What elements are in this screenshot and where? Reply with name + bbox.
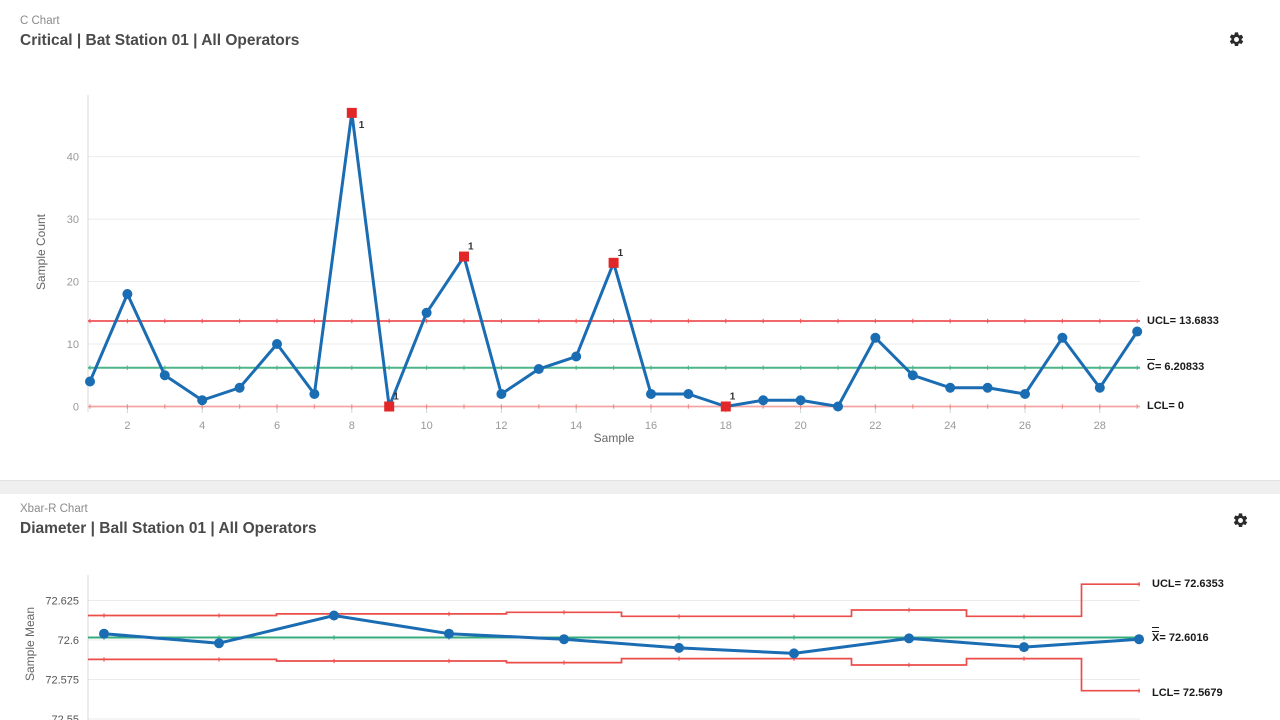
data-point[interactable] [559,634,569,645]
data-point[interactable] [1134,634,1144,645]
x-tick-label: 10 [420,420,432,432]
y-tick-label: 40 [67,152,79,164]
violation-point[interactable] [608,257,619,268]
xbar-chart-ucl-label: UCL= 72.6353 [1152,578,1224,590]
c-chart-title: Critical | Bat Station 01 | All Operator… [20,32,300,49]
data-point[interactable] [1057,332,1068,343]
c-chart-kind-label: C Chart [20,15,60,27]
x-tick-label: 20 [794,420,806,432]
series-line [102,614,1141,655]
data-point[interactable] [159,370,170,381]
x-tick-label: 28 [1094,420,1106,432]
data-point[interactable] [795,395,806,406]
c-chart-header: C Chart Critical | Bat Station 01 | All … [20,14,299,51]
data-point[interactable] [1132,326,1143,337]
data-point[interactable] [214,638,224,649]
y-tick-label: 10 [67,339,79,351]
y-tick-label: 0 [73,402,79,414]
violation-point[interactable] [384,401,395,412]
data-point[interactable] [833,401,843,412]
x-tick-label: 12 [495,420,507,432]
data-point[interactable] [789,648,799,659]
y-tick-label: 72.575 [45,675,79,687]
x-tick-label: 16 [645,420,657,432]
violation-point[interactable] [346,107,357,118]
data-point[interactable] [904,633,914,644]
data-point[interactable] [421,307,432,318]
data-point[interactable] [683,389,694,400]
data-point[interactable] [329,610,339,621]
c-chart-settings-button[interactable] [1224,27,1248,51]
xbar-chart-center-label: X= 72.6016 [1152,627,1209,644]
y-tick-label: 20 [67,277,79,289]
data-point[interactable] [1020,389,1030,400]
data-point[interactable] [309,389,320,400]
x-tick-label: 2 [124,420,130,432]
data-point[interactable] [870,332,881,343]
x-tick-label: 26 [1019,420,1031,432]
x-tick-label: 14 [570,420,582,432]
ucl-step-line [88,583,1140,618]
data-point[interactable] [197,395,208,406]
data-point[interactable] [496,389,507,400]
x-tick-label: 18 [720,420,732,432]
x-tick-label: 6 [274,420,280,432]
data-point[interactable] [982,382,993,393]
data-point[interactable] [444,628,454,639]
xbar-chart-card: Xbar-R Chart Diameter | Ball Station 01 … [0,494,1280,720]
data-point[interactable] [758,395,769,406]
data-point[interactable] [533,364,544,375]
xbar-chart-kind-label: Xbar-R Chart [20,503,88,515]
x-tick-label: 24 [944,420,956,432]
data-point[interactable] [571,351,582,362]
data-point[interactable] [234,382,245,393]
lcl-step-line [88,657,1140,692]
violation-point[interactable] [459,251,469,262]
data-point[interactable] [646,389,656,400]
xbar-chart-header: Xbar-R Chart Diameter | Ball Station 01 … [20,502,317,539]
xbar-chart-settings-button[interactable] [1228,508,1252,532]
data-point[interactable] [122,289,133,300]
data-point[interactable] [85,376,95,387]
y-tick-label: 30 [67,214,79,226]
c-chart-center-label: C= 6.20833 [1147,359,1205,373]
data-point[interactable] [99,628,109,639]
violation-label: 1 [393,392,399,403]
data-point[interactable] [907,370,918,381]
violation-point[interactable] [720,401,731,412]
x-axis-title: Sample [594,431,635,445]
c-chart-card: C Chart Critical | Bat Station 01 | All … [0,0,1280,481]
c-chart-ucl-label: UCL= 13.6833 [1147,315,1219,327]
y-tick-label: 72.6 [58,635,79,647]
data-point[interactable] [945,382,956,393]
x-tick-label: 8 [349,420,355,432]
xbar-chart-title: Diameter | Ball Station 01 | All Operato… [20,520,317,537]
x-tick-label: 22 [869,420,881,432]
y-axis-title: Sample Mean [23,607,37,681]
violation-label: 1 [359,120,365,131]
violation-label: 1 [618,248,624,259]
gear-icon [1233,512,1247,527]
y-tick-label: 72.55 [51,714,79,720]
violation-label: 1 [468,242,474,253]
y-tick-label: 72.625 [45,596,79,608]
data-point[interactable] [674,642,684,653]
data-point[interactable] [1094,382,1105,393]
x-tick-label: 4 [199,420,205,432]
data-point[interactable] [1019,642,1029,653]
violation-label: 1 [730,392,736,403]
gear-icon [1229,31,1243,46]
y-axis-title: Sample Count [34,213,48,290]
data-point[interactable] [272,339,282,350]
xbar-chart-lcl-label: LCL= 72.5679 [1152,687,1223,699]
c-chart-lcl-label: LCL= 0 [1147,400,1184,412]
xbar-chart-plot: 72.625 72.6 72.575 72.55 Sample Mean [23,575,1144,720]
